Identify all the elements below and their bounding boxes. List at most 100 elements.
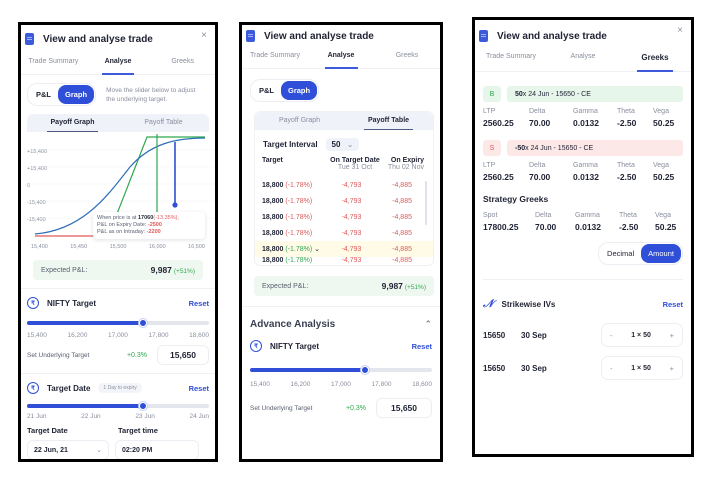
- target-input[interactable]: 15,650: [376, 398, 432, 418]
- table-row[interactable]: 18,800 (-1.78%) -4,793 -4,885: [262, 197, 412, 205]
- leg-description: -50 x 24 Jun - 15650 - CE: [507, 140, 683, 156]
- slider-thumb[interactable]: [360, 366, 369, 374]
- decimal-button[interactable]: Decimal: [607, 249, 635, 258]
- amount-button[interactable]: Amount: [641, 244, 681, 263]
- table-row[interactable]: 18,800 (-1.78%) -4,793 -4,885: [262, 213, 412, 221]
- slider-thumb[interactable]: [139, 319, 148, 327]
- interval-select[interactable]: 50 ⌄: [325, 138, 360, 151]
- modal-header: View and analyse trade: [242, 25, 440, 47]
- document-icon: [25, 33, 34, 45]
- payoff-lines: [25, 134, 215, 237]
- format-toggle: Decimal Amount: [598, 242, 683, 265]
- modal-header: View and analyse trade ×: [21, 25, 215, 53]
- nifty-ticks: 15,400 16,200 17,000 17,800 18,600: [250, 381, 432, 388]
- tab-bar: Trade Summary Analyse Greeks: [475, 48, 691, 72]
- lot-stepper: - 1 × 50 +: [601, 323, 683, 347]
- modal-title: View and analyse trade: [43, 33, 153, 45]
- pl-toggle-button[interactable]: P&L: [259, 86, 274, 95]
- table-scrollbar[interactable]: [425, 181, 427, 225]
- modal-title: View and analyse trade: [497, 30, 607, 42]
- time-field-label: Target time: [118, 426, 158, 435]
- advance-analysis-title: Advance Analysis: [250, 319, 336, 330]
- payoff-subtabs: Payoff Graph Payoff Table: [255, 112, 433, 130]
- table-row[interactable]: 18,800 (-1.78%) -4,793 -4,885: [262, 229, 412, 237]
- decrement-button[interactable]: -: [610, 363, 613, 373]
- date-reset-button[interactable]: Reset: [188, 383, 209, 393]
- tab-greeks[interactable]: Greeks: [171, 58, 194, 65]
- analyse-table-panel: View and analyse trade Trade Summary Ana…: [239, 22, 443, 462]
- nifty-target-slider[interactable]: [250, 366, 432, 374]
- tab-trade-summary[interactable]: Trade Summary: [28, 58, 79, 65]
- set-target-label: Set Underlying Target: [250, 404, 313, 412]
- target-input[interactable]: 15,650: [157, 345, 209, 365]
- table-row[interactable]: 18,800 (-1.78%) -4,793 -4,885: [262, 181, 412, 189]
- iv-chart-icon: 𝒩: [483, 298, 494, 310]
- chart-tooltip: When price is at 17060(-13.35%), P&L on …: [93, 212, 205, 239]
- chevron-down-icon: ⌄: [96, 447, 102, 454]
- decrement-button[interactable]: -: [610, 330, 613, 340]
- tab-trade-summary[interactable]: Trade Summary: [486, 53, 536, 60]
- date-ticks: 21 Jun 22 Jun 23 Jun 24 Jun: [27, 413, 209, 420]
- tab-trade-summary[interactable]: Trade Summary: [250, 52, 300, 59]
- modal-header: View and analyse trade ×: [475, 20, 691, 48]
- payoff-chart[interactable]: +15,400 +15,400 0 -15,400 -15,400 When p…: [25, 132, 215, 254]
- subtab-payoff-graph[interactable]: Payoff Graph: [278, 117, 321, 124]
- payoff-subtabs: Payoff Graph Payoff Table: [27, 114, 209, 132]
- subtab-payoff-table[interactable]: Payoff Table: [344, 112, 433, 130]
- tab-bar: Trade Summary Analyse Greeks: [21, 53, 215, 75]
- tab-analyse[interactable]: Analyse: [570, 53, 596, 60]
- tab-greeks[interactable]: Greeks: [619, 48, 691, 72]
- increment-button[interactable]: +: [669, 330, 674, 340]
- increment-button[interactable]: +: [669, 363, 674, 373]
- slider-thumb[interactable]: [139, 402, 148, 410]
- iv-row: 15650 30 Sep - 1 × 50 +: [483, 323, 683, 347]
- graph-toggle-button[interactable]: Graph: [281, 81, 318, 100]
- nifty-target-title: NIFTY Target: [270, 341, 320, 351]
- expected-pl: Expected P&L: 9,987 (+51%): [33, 260, 203, 280]
- leg-description: 50 x 24 Jun - 15650 - CE: [507, 86, 683, 102]
- chevron-up-icon[interactable]: ⌃: [424, 319, 432, 329]
- tab-greeks[interactable]: Greeks: [395, 52, 419, 59]
- pl-toggle-button[interactable]: P&L: [36, 90, 51, 99]
- table-row[interactable]: 18,800 (-1.78%) -4,793 -4,885: [262, 257, 412, 264]
- table-header: Target On Target Date Tue 31 Oct On Expir…: [262, 157, 424, 171]
- nifty-reset-button[interactable]: Reset: [411, 341, 432, 351]
- leg-sell: S -50 x 24 Jun - 15650 - CE LTP Delta Gam…: [475, 128, 691, 182]
- tab-analyse[interactable]: Analyse: [86, 53, 151, 75]
- tab-analyse[interactable]: Analyse: [308, 47, 374, 69]
- time-input[interactable]: 02:20 PM: [115, 440, 199, 459]
- rupee-icon: ₹: [27, 297, 39, 309]
- expiry-badge: 1 Day to expiry: [98, 383, 142, 393]
- nifty-ticks: 15,400 16,200 17,000 17,800 18,600: [27, 332, 209, 339]
- pl-graph-toggle: P&L Graph: [27, 83, 97, 106]
- close-icon[interactable]: ×: [201, 30, 207, 41]
- table-row-highlighted[interactable]: 18,800 (-1.78%) ⌄ -4,793 -4,885: [255, 241, 433, 257]
- chevron-down-icon: ⌄: [346, 140, 354, 149]
- close-icon[interactable]: ×: [677, 25, 683, 36]
- set-target-label: Set Underlying Target: [27, 351, 90, 359]
- leg-buy: B 50 x 24 Jun - 15650 - CE LTP Delta Gamm…: [475, 72, 691, 128]
- nifty-target-slider[interactable]: [27, 319, 209, 327]
- date-field-label: Target Date: [27, 426, 68, 435]
- sell-badge: S: [483, 140, 501, 156]
- modal-title: View and analyse trade: [264, 30, 374, 42]
- interval-label: Target Interval: [263, 140, 318, 149]
- subtab-payoff-graph[interactable]: Payoff Graph: [27, 114, 118, 132]
- graph-toggle-button[interactable]: Graph: [58, 85, 95, 104]
- lot-value: 1 × 50: [631, 364, 651, 372]
- pl-graph-toggle: P&L Graph: [250, 79, 320, 102]
- target-date-slider[interactable]: [27, 402, 209, 410]
- target-change: +0.3%: [126, 351, 147, 359]
- iv-row: 15650 30 Sep - 1 × 50 +: [483, 356, 683, 380]
- nifty-reset-button[interactable]: Reset: [188, 298, 209, 308]
- subtab-payoff-table[interactable]: Payoff Table: [144, 119, 183, 126]
- x-axis-labels: 15,400 15,450 15,500 16,000 16,500: [31, 244, 205, 250]
- rupee-icon: ₹: [250, 340, 262, 352]
- target-change: +0.3%: [345, 404, 366, 412]
- iv-reset-button[interactable]: Reset: [662, 300, 683, 309]
- payoff-table: Target On Target Date Tue 31 Oct On Expir…: [255, 151, 433, 265]
- greeks-panel: View and analyse trade × Trade Summary A…: [472, 17, 694, 457]
- expected-pl: Expected P&L: 9,987 (+51%): [254, 276, 434, 296]
- date-select[interactable]: 22 Jun, 21 ⌄: [27, 440, 109, 459]
- tab-bar: Trade Summary Analyse Greeks: [242, 47, 440, 69]
